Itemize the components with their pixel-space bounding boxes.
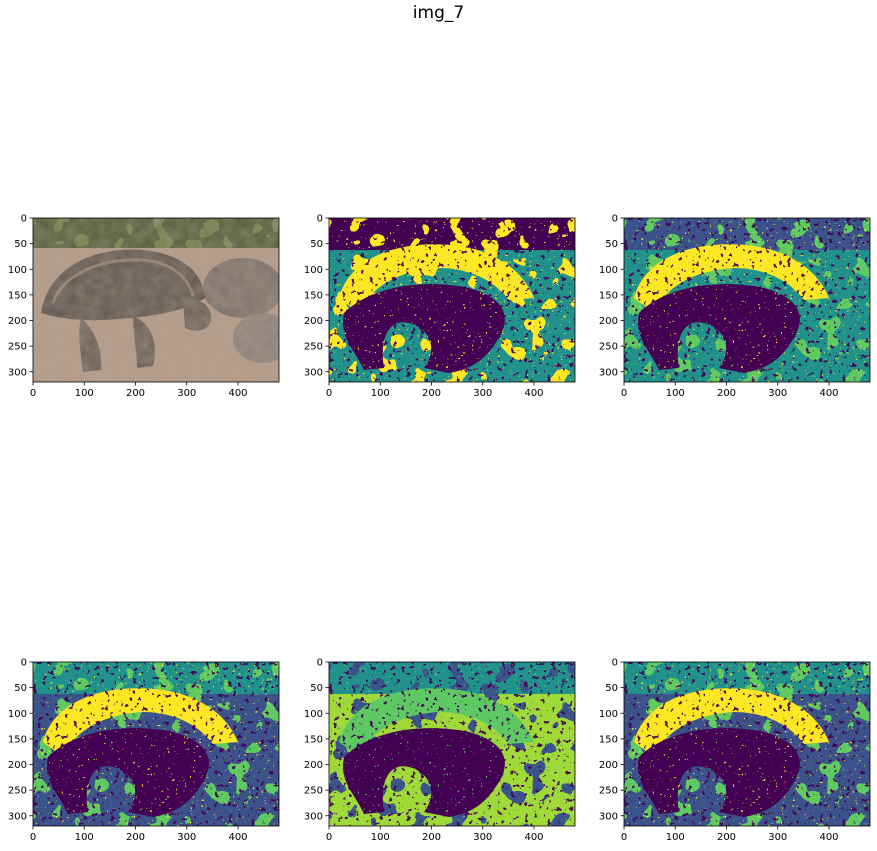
x-tick-label: 400	[524, 388, 543, 399]
y-tick-label: 200	[304, 316, 323, 327]
y-tick-label: 150	[599, 290, 618, 301]
y-tick-label: 50	[310, 239, 323, 250]
y-tick-label: 250	[304, 786, 323, 797]
y-tick-label: 300	[8, 367, 27, 378]
x-tick-label: 400	[819, 388, 838, 399]
y-tick-label: 300	[599, 811, 618, 822]
axes-frame	[623, 661, 871, 827]
y-tick-label: 50	[14, 239, 27, 250]
x-tick-label: 200	[126, 388, 145, 399]
y-tick-label: 100	[599, 265, 618, 276]
x-tick-label: 300	[768, 832, 787, 843]
x-tick-label: 300	[473, 832, 492, 843]
x-tick-label: 0	[30, 832, 36, 843]
x-tick-label: 200	[717, 832, 736, 843]
y-tick-label: 50	[14, 683, 27, 694]
x-tick-label: 0	[621, 388, 627, 399]
y-tick-label: 0	[21, 214, 27, 225]
figure-title: img_7	[412, 3, 465, 23]
y-tick-label: 100	[8, 265, 27, 276]
x-tick-label: 100	[75, 832, 94, 843]
panel-segmentation-3: 0 100 200 300 400 0 50 100 150 200 250 300	[599, 214, 871, 399]
y-tick-label: 150	[304, 734, 323, 745]
panel-image	[329, 218, 575, 382]
y-tick-label: 200	[8, 316, 27, 327]
y-tick-label: 100	[599, 709, 618, 720]
y-tick-label: 300	[8, 811, 27, 822]
axes-frame	[32, 661, 280, 827]
x-tick-label: 100	[666, 388, 685, 399]
y-tick-label: 150	[304, 290, 323, 301]
x-tick-label: 400	[228, 388, 247, 399]
x-tick-label: 0	[621, 832, 627, 843]
x-tick-label: 100	[371, 832, 390, 843]
y-tick-label: 250	[8, 342, 27, 353]
y-tick-label: 150	[599, 734, 618, 745]
y-tick-label: 200	[599, 316, 618, 327]
y-tick-label: 100	[8, 709, 27, 720]
y-tick-label: 0	[21, 658, 27, 669]
y-tick-label: 0	[612, 658, 618, 669]
panel-image	[33, 218, 279, 382]
y-tick-label: 200	[8, 760, 27, 771]
y-tick-label: 150	[8, 734, 27, 745]
x-tick-label: 200	[126, 832, 145, 843]
x-tick-label: 400	[524, 832, 543, 843]
y-tick-label: 250	[599, 786, 618, 797]
x-tick-label: 300	[768, 388, 787, 399]
x-tick-label: 100	[666, 832, 685, 843]
y-tick-label: 100	[304, 265, 323, 276]
x-tick-label: 0	[326, 388, 332, 399]
x-tick-label: 300	[177, 388, 196, 399]
y-tick-label: 250	[304, 342, 323, 353]
x-tick-label: 100	[75, 388, 94, 399]
panel-segmentation-2: 0 100 200 300 400 0 50 100 150 200 250 300	[304, 214, 576, 399]
x-tick-label: 400	[819, 832, 838, 843]
axes-frame	[328, 217, 576, 383]
panel-image	[624, 662, 870, 826]
x-tick-label: 200	[422, 388, 441, 399]
y-tick-label: 50	[605, 683, 618, 694]
y-tick-label: 50	[310, 683, 323, 694]
x-tick-label: 100	[371, 388, 390, 399]
x-tick-label: 0	[30, 388, 36, 399]
panel-original-photo: 0 100 200 300 400 0 50 100 150 200 250 300	[8, 214, 280, 399]
panel-segmentation-4: 0 100 200 300 400 0 50 100 150 200 250 300	[8, 658, 280, 843]
panel-image	[329, 662, 575, 826]
y-tick-label: 150	[8, 290, 27, 301]
y-tick-label: 200	[304, 760, 323, 771]
y-tick-label: 0	[317, 658, 323, 669]
y-tick-label: 250	[8, 786, 27, 797]
axes-frame	[32, 217, 280, 383]
panel-image	[624, 218, 870, 382]
x-tick-label: 200	[717, 388, 736, 399]
y-tick-label: 300	[304, 367, 323, 378]
y-tick-label: 100	[304, 709, 323, 720]
y-tick-label: 300	[599, 367, 618, 378]
x-tick-label: 300	[177, 832, 196, 843]
panel-segmentation-6: 0 100 200 300 400 0 50 100 150 200 250 300	[599, 658, 871, 843]
y-tick-label: 0	[612, 214, 618, 225]
y-tick-label: 50	[605, 239, 618, 250]
y-tick-label: 0	[317, 214, 323, 225]
x-tick-label: 200	[422, 832, 441, 843]
x-tick-label: 300	[473, 388, 492, 399]
y-tick-label: 300	[304, 811, 323, 822]
panel-segmentation-5: 0 100 200 300 400 0 50 100 150 200 250 300	[304, 658, 576, 843]
x-tick-label: 0	[326, 832, 332, 843]
axes-frame	[623, 217, 871, 383]
y-tick-label: 200	[599, 760, 618, 771]
axes-frame	[328, 661, 576, 827]
panel-image	[33, 662, 279, 826]
y-tick-label: 250	[599, 342, 618, 353]
x-tick-label: 400	[228, 832, 247, 843]
